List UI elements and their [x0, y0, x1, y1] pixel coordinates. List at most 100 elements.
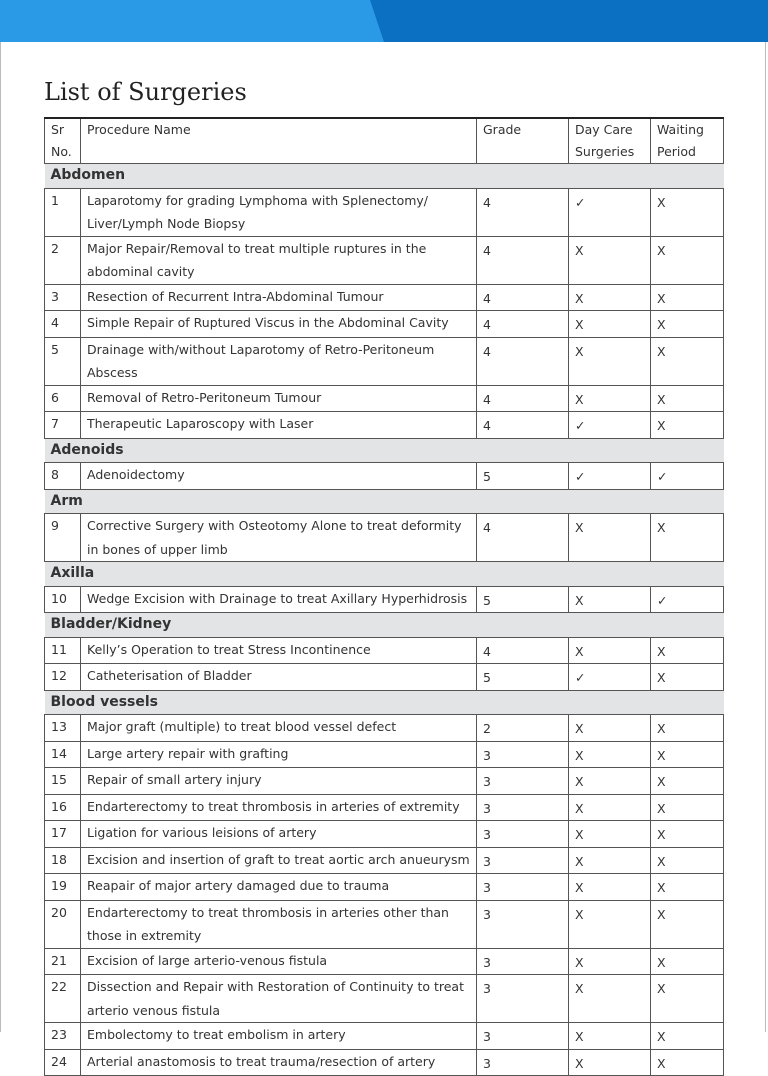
day-care: X [568, 899, 651, 949]
sr-no: 1 [44, 187, 81, 237]
day-care: X [568, 384, 651, 412]
waiting-period: X [650, 235, 724, 285]
procedure-name: Catheterisation of Bladder [80, 663, 477, 691]
day-care: ✓ [568, 187, 651, 237]
procedure-name: Ligation for various leisions of artery [80, 820, 477, 848]
waiting-period: X [650, 310, 724, 338]
day-care: X [568, 740, 651, 768]
waiting-period: X [650, 187, 724, 237]
day-care: X [568, 585, 651, 613]
data-row: 7 Therapeutic Laparoscopy with Laser 4 ✓ X [44, 411, 724, 439]
header-cell: Grade [476, 117, 569, 164]
grade: 4 [476, 187, 569, 237]
sr-no: 3 [44, 283, 81, 311]
header-band [0, 0, 768, 42]
section-row: Abdomen [44, 163, 724, 189]
procedure-name: Therapeutic Laparoscopy with Laser [80, 411, 477, 439]
data-row: 24 Arterial anastomosis to treat trauma/r… [44, 1048, 724, 1076]
data-row: 9 Corrective Surgery with Osteotomy Alone… [44, 513, 724, 562]
grade: 5 [476, 585, 569, 613]
section-name: Axilla [44, 561, 724, 587]
sr-no: 5 [44, 336, 81, 386]
header-cell: Day Care Surgeries [568, 117, 651, 164]
waiting-period: X [650, 513, 724, 562]
day-care: ✓ [568, 411, 651, 439]
sr-no: 10 [44, 585, 81, 613]
grade: 3 [476, 1022, 569, 1050]
data-row: 15 Repair of small artery injury 3 X X [44, 767, 724, 795]
day-care: X [568, 714, 651, 742]
data-row: 10 Wedge Excision with Drainage to treat … [44, 585, 724, 613]
grade: 4 [476, 235, 569, 285]
waiting-period: X [650, 899, 724, 949]
header-row: Sr No. Procedure Name Grade Day Care Surger… [44, 117, 724, 164]
procedure-name: Excision and insertion of graft to treat… [80, 846, 477, 874]
procedure-name: Dissection and Repair with Restoration o… [80, 974, 477, 1023]
data-row: 19 Reapair of major artery damaged due to… [44, 873, 724, 901]
sr-no: 16 [44, 793, 81, 821]
day-care: X [568, 235, 651, 285]
data-row: 12 Catheterisation of Bladder 5 ✓ X [44, 663, 724, 691]
grade: 5 [476, 462, 569, 490]
waiting-period: X [650, 411, 724, 439]
day-care: X [568, 793, 651, 821]
section-row: Arm [44, 488, 724, 514]
data-row: 5 Drainage with/without Laparotomy of Ret… [44, 336, 724, 386]
waiting-period: X [650, 873, 724, 901]
day-care: ✓ [568, 462, 651, 490]
page-frame [0, 42, 766, 1032]
grade: 3 [476, 793, 569, 821]
sr-no: 17 [44, 820, 81, 848]
data-row: 6 Removal of Retro-Peritoneum Tumour 4 X X [44, 384, 724, 412]
section-name: Adenoids [44, 437, 724, 463]
sr-no: 6 [44, 384, 81, 412]
data-row: 21 Excision of large arterio-venous fistu… [44, 947, 724, 975]
sr-no: 20 [44, 899, 81, 949]
waiting-period: X [650, 336, 724, 386]
grade: 4 [476, 411, 569, 439]
data-row: 14 Large artery repair with grafting 3 X X [44, 740, 724, 768]
procedure-name: Arterial anastomosis to treat trauma/res… [80, 1048, 477, 1076]
sr-no: 2 [44, 235, 81, 285]
grade: 3 [476, 899, 569, 949]
waiting-period: X [650, 663, 724, 691]
waiting-period: X [650, 714, 724, 742]
day-care: X [568, 767, 651, 795]
sr-no: 15 [44, 767, 81, 795]
grade: 3 [476, 974, 569, 1023]
sr-no: 18 [44, 846, 81, 874]
procedure-name: Laparotomy for grading Lymphoma with Spl… [80, 187, 477, 237]
day-care: X [568, 846, 651, 874]
waiting-period: X [650, 384, 724, 412]
day-care: X [568, 947, 651, 975]
sr-no: 12 [44, 663, 81, 691]
waiting-period: X [650, 636, 724, 664]
day-care: X [568, 283, 651, 311]
title: List of Surgeries [44, 78, 247, 106]
procedure-name: Removal of Retro-Peritoneum Tumour [80, 384, 477, 412]
data-row: 2 Major Repair/Removal to treat multiple … [44, 235, 724, 285]
waiting-period: X [650, 1022, 724, 1050]
sr-no: 7 [44, 411, 81, 439]
waiting-period: X [650, 283, 724, 311]
data-row: 13 Major graft (multiple) to treat blood … [44, 714, 724, 742]
day-care: X [568, 974, 651, 1023]
grade: 3 [476, 1048, 569, 1076]
grade: 2 [476, 714, 569, 742]
day-care: X [568, 873, 651, 901]
section-row: Bladder/Kidney [44, 612, 724, 638]
header-cell: Procedure Name [80, 117, 477, 164]
grade: 4 [476, 283, 569, 311]
data-row: 22 Dissection and Repair with Restoration… [44, 974, 724, 1023]
grade: 5 [476, 663, 569, 691]
sr-no: 22 [44, 974, 81, 1023]
procedure-name: Reapair of major artery damaged due to t… [80, 873, 477, 901]
day-care: X [568, 1048, 651, 1076]
procedure-name: Corrective Surgery with Osteotomy Alone … [80, 513, 477, 562]
data-row: 18 Excision and insertion of graft to tre… [44, 846, 724, 874]
sr-no: 8 [44, 462, 81, 490]
data-row: 8 Adenoidectomy 5 ✓ ✓ [44, 462, 724, 490]
procedure-name: Wedge Excision with Drainage to treat Ax… [80, 585, 477, 613]
grade: 4 [476, 336, 569, 386]
